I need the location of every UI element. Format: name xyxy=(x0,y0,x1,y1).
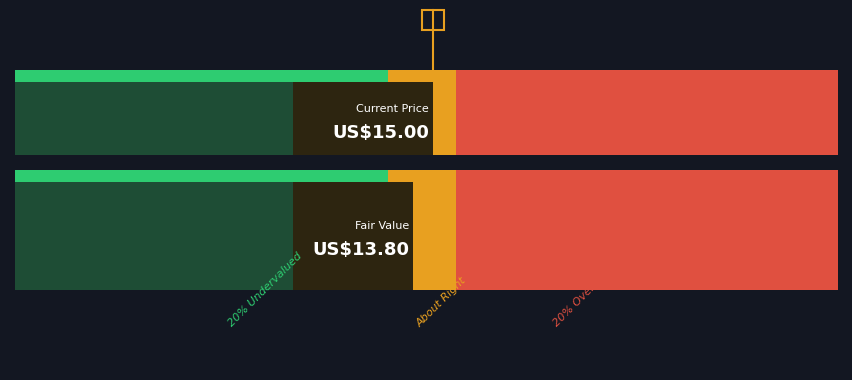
Bar xyxy=(15,82,388,155)
Bar xyxy=(15,70,388,82)
Text: 20% Overvalued: 20% Overvalued xyxy=(550,256,623,329)
Bar xyxy=(422,10,444,30)
Text: Fair Value: Fair Value xyxy=(354,221,409,231)
Text: US$13.80: US$13.80 xyxy=(312,241,409,259)
Text: US$15.00: US$15.00 xyxy=(331,124,429,141)
Bar xyxy=(456,170,837,290)
Bar xyxy=(293,82,433,155)
Text: About Right: About Right xyxy=(414,275,468,329)
Text: 20% Undervalued: 20% Undervalued xyxy=(227,251,304,329)
Bar xyxy=(456,70,837,155)
Bar xyxy=(388,70,456,155)
Bar xyxy=(388,170,456,290)
Bar xyxy=(293,182,412,290)
Text: Current Price: Current Price xyxy=(356,103,429,114)
Bar xyxy=(15,182,388,290)
Bar xyxy=(15,170,388,182)
